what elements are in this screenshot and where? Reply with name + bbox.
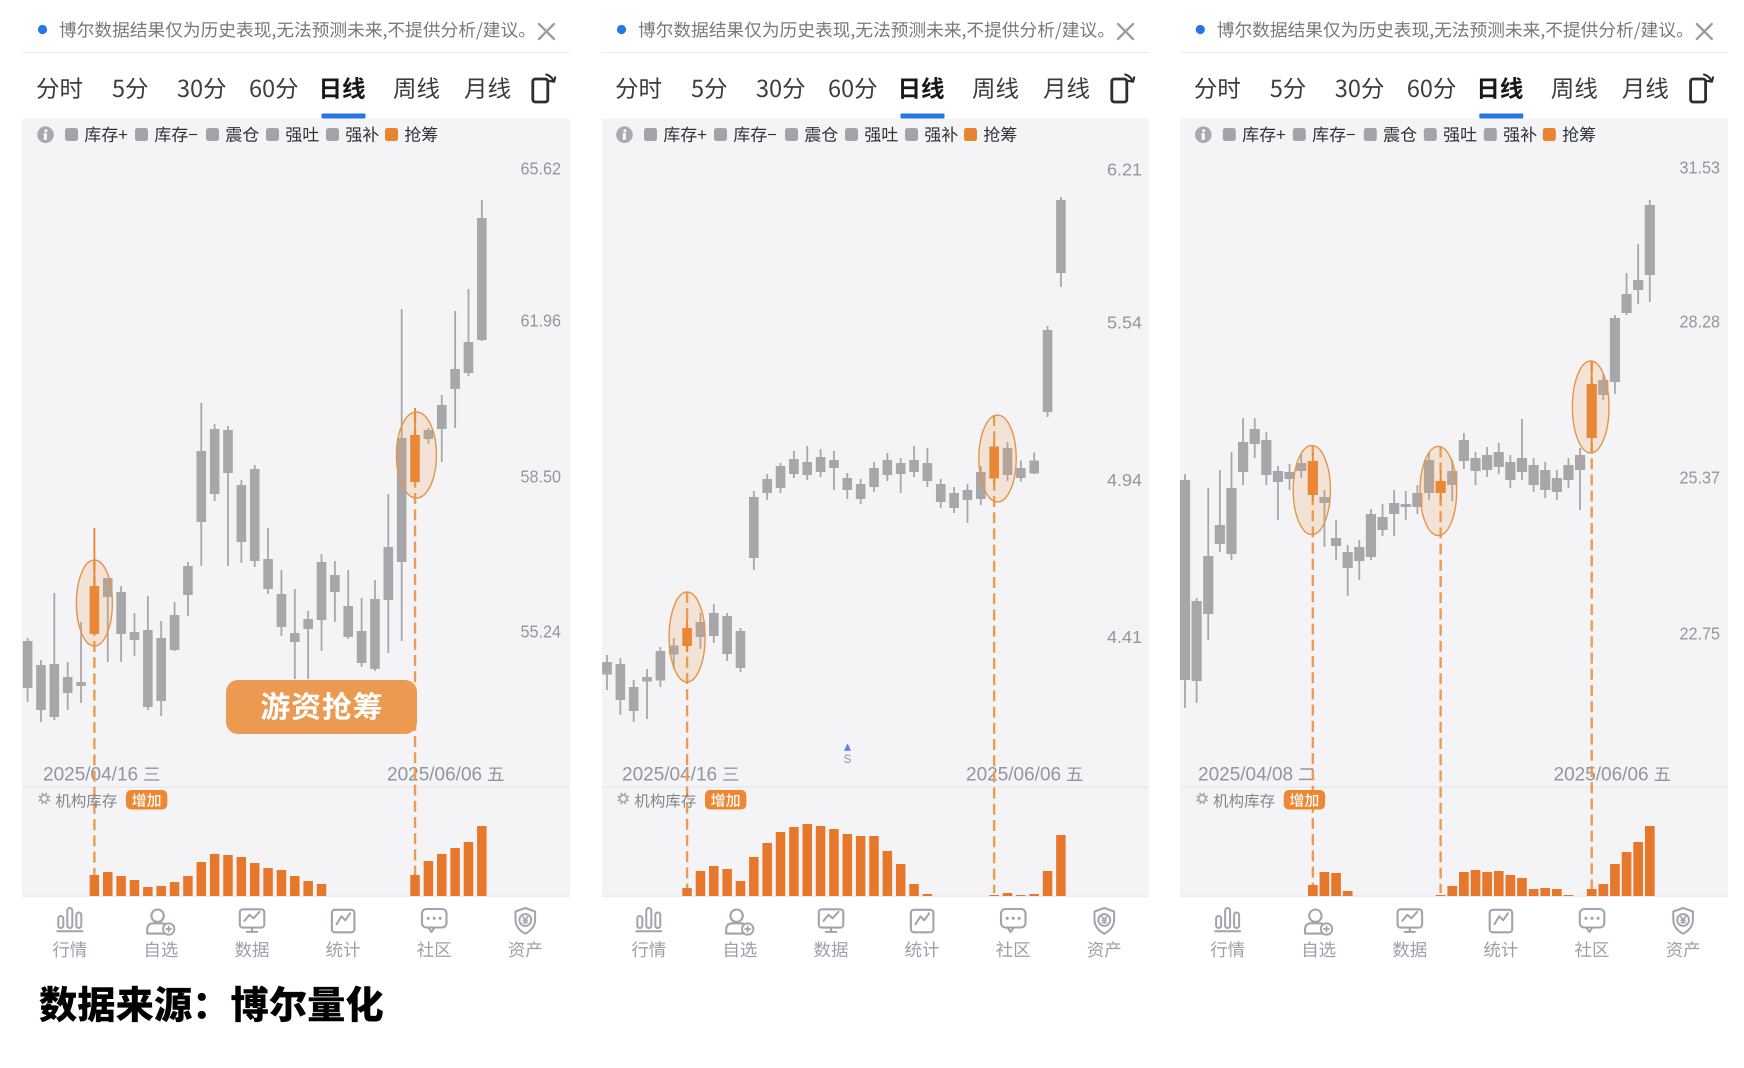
svg-text:6.21: 6.21 [1107,160,1142,180]
svg-text:5.54: 5.54 [1107,313,1142,333]
svg-text:2025/04/16: 2025/04/16 [43,765,138,786]
svg-text:58.50: 58.50 [521,467,562,487]
svg-text:2025/06/06: 2025/06/06 [1554,765,1649,786]
svg-text:2025/06/06: 2025/06/06 [387,765,482,786]
svg-text:S: S [844,754,852,766]
svg-text:25.37: 25.37 [1680,468,1721,488]
svg-text:4.94: 4.94 [1107,470,1142,490]
svg-text:4.41: 4.41 [1107,627,1142,647]
svg-text:22.75: 22.75 [1680,624,1721,644]
svg-text:61.96: 61.96 [521,311,562,331]
svg-text:2025/04/16: 2025/04/16 [622,765,717,786]
svg-text:31.53: 31.53 [1680,158,1721,178]
svg-text:2025/06/06: 2025/06/06 [966,765,1061,786]
svg-text:55.24: 55.24 [521,622,562,642]
svg-text:65.62: 65.62 [521,159,562,179]
svg-text:28.28: 28.28 [1680,312,1721,332]
svg-text:2025/04/08: 2025/04/08 [1198,765,1293,786]
